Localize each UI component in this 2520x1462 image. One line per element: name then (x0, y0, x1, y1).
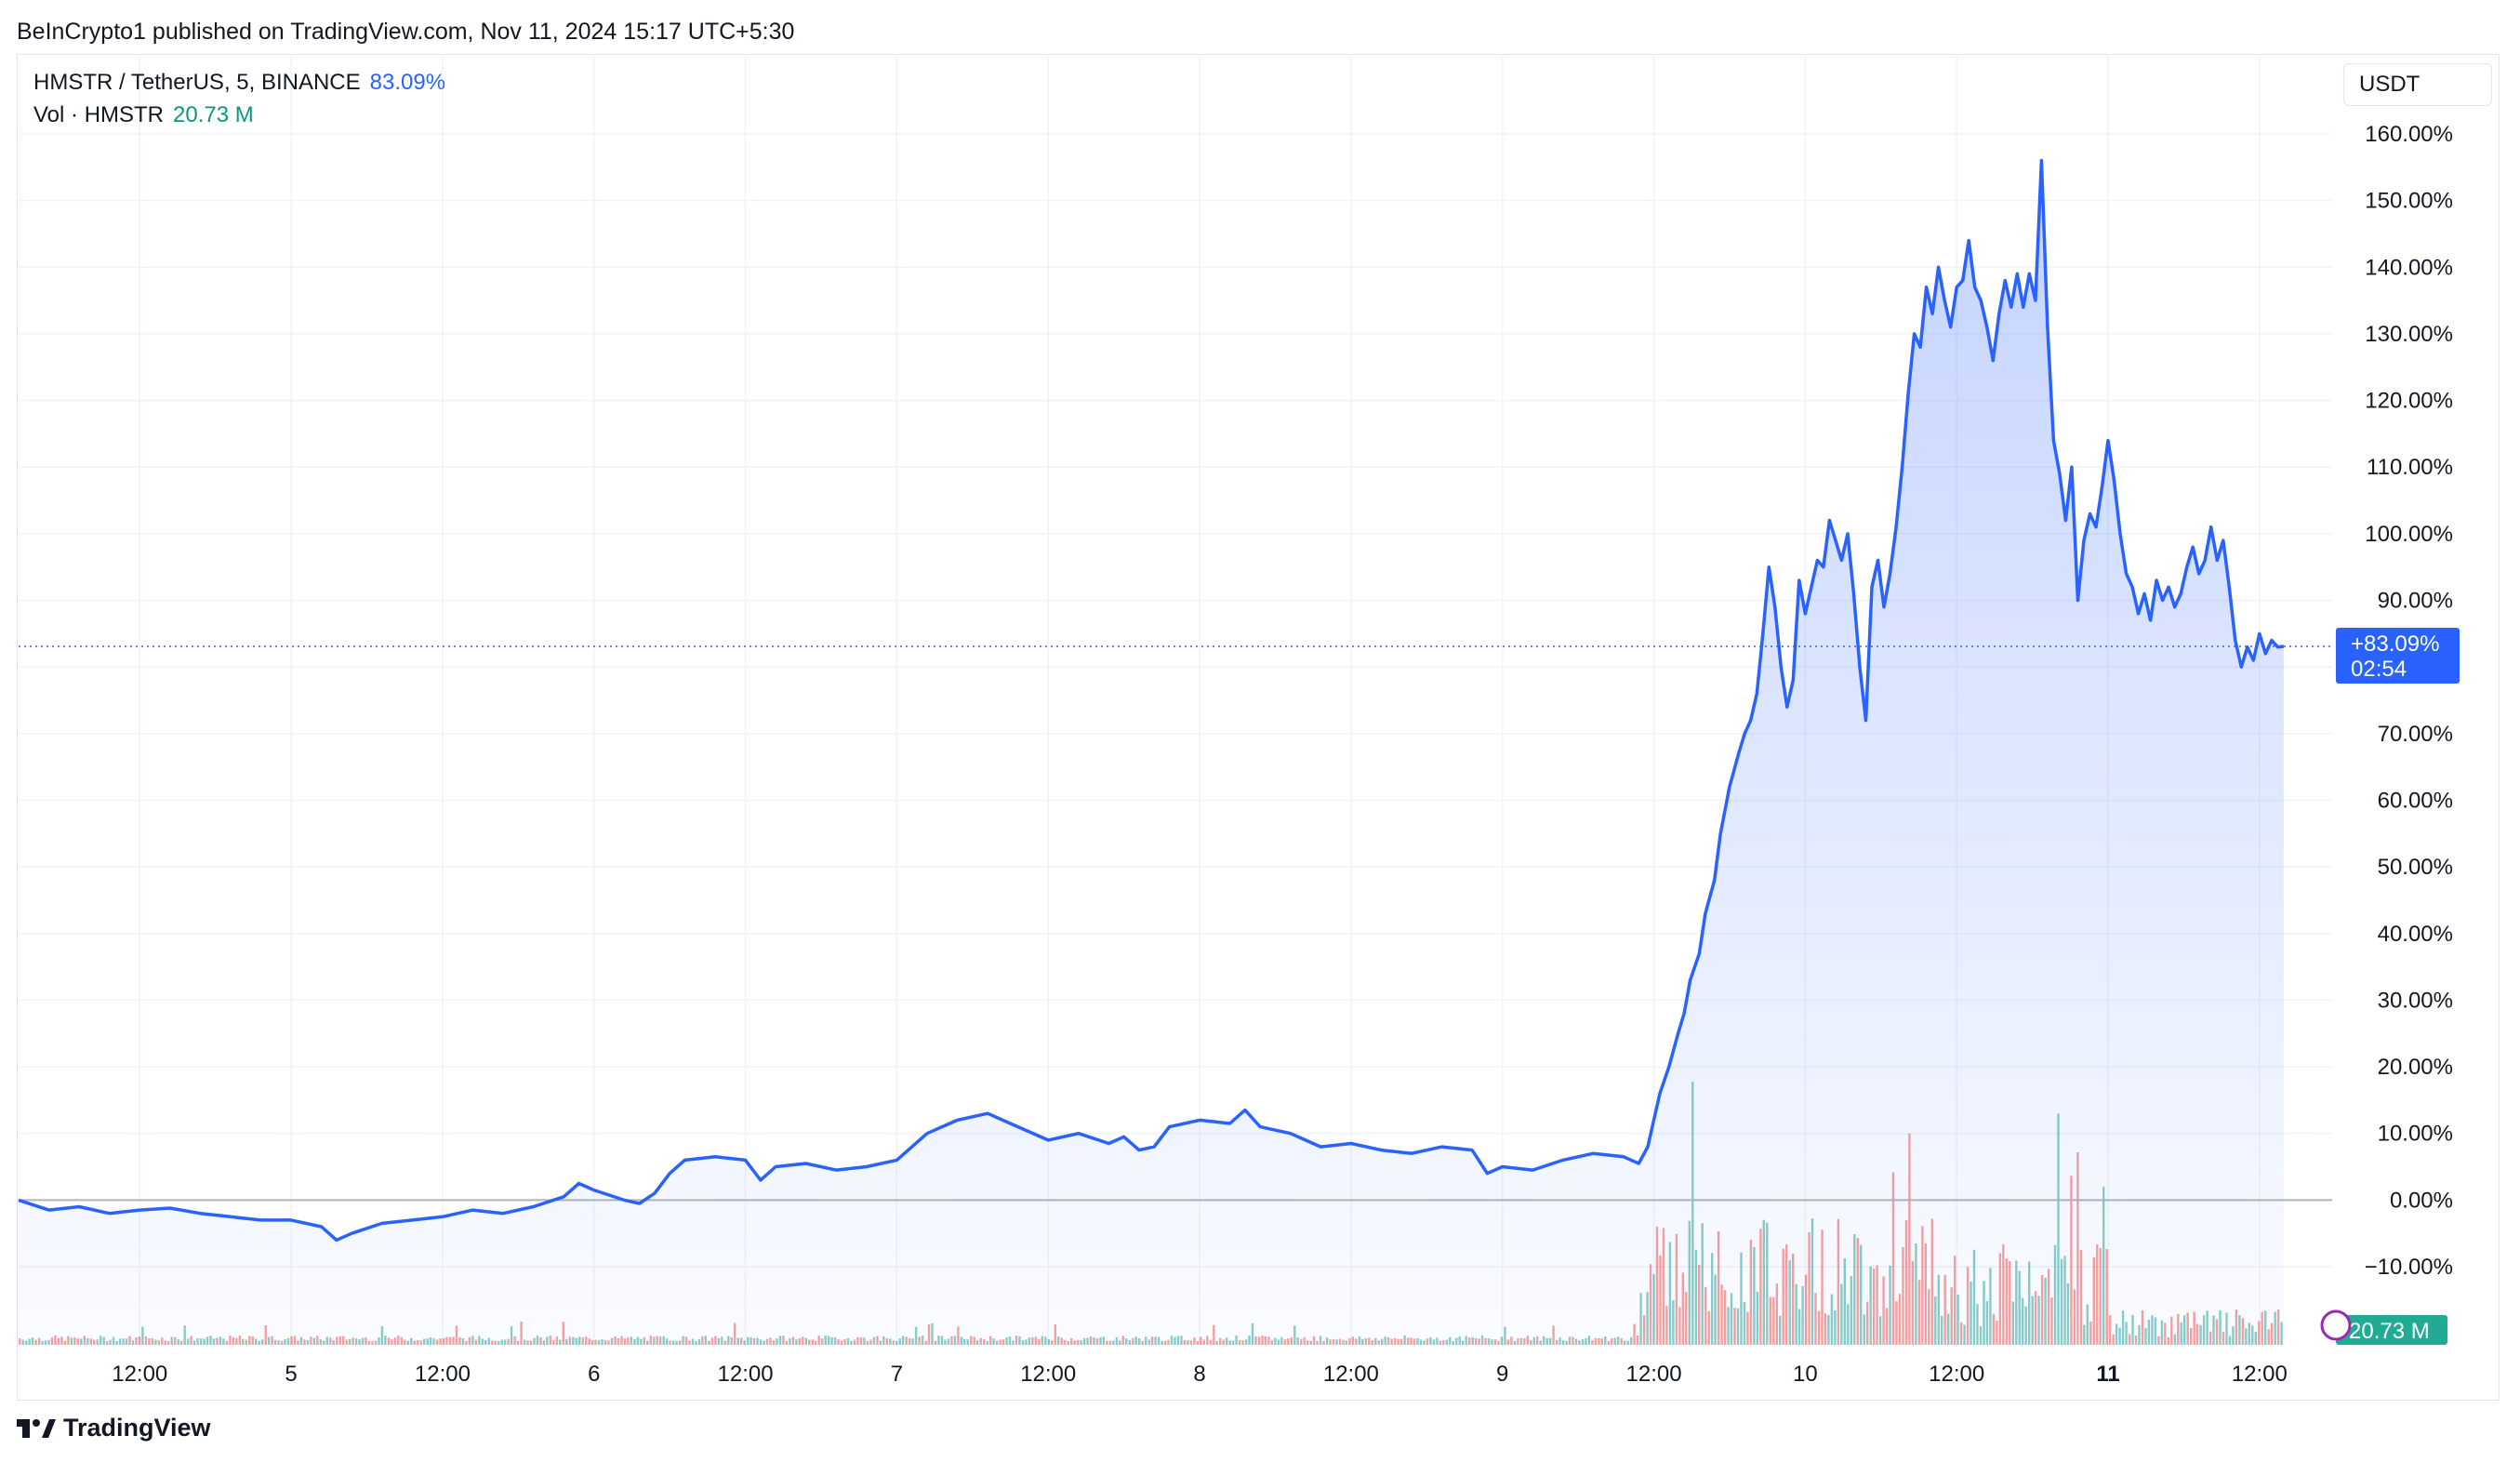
y-tick-label: 20.00% (2378, 1055, 2453, 1080)
volume-badge: 20.73 M (2336, 1315, 2447, 1345)
y-tick-label: 40.00% (2378, 922, 2453, 947)
legend-volume-row[interactable]: Vol · HMSTR 20.73 M (33, 102, 254, 128)
tradingview-brand: TradingView (63, 1414, 211, 1442)
price-badge: +83.09% 02:54 (2336, 628, 2460, 684)
alert-clock-icon[interactable] (2320, 1309, 2352, 1341)
y-tick-label: 130.00% (2365, 322, 2453, 347)
y-tick-label: 30.00% (2378, 988, 2453, 1013)
tradingview-logo-icon (17, 1418, 56, 1438)
y-tick-label: 50.00% (2378, 855, 2453, 880)
x-tick-label: 12:00 (2232, 1362, 2288, 1387)
y-tick-label: 70.00% (2378, 722, 2453, 747)
x-tick-label: 8 (1193, 1362, 1205, 1387)
x-tick-label: 12:00 (1323, 1362, 1379, 1387)
volume-badge-value: 20.73 M (2349, 1319, 2430, 1344)
price-badge-value: +83.09% (2351, 631, 2439, 657)
y-tick-label: 60.00% (2378, 788, 2453, 813)
chart-frame (17, 54, 2500, 1401)
x-tick-label: 12:00 (1626, 1362, 1682, 1387)
x-tick-label: 5 (285, 1362, 297, 1387)
x-axis: 12:00 5 12:00 6 12:00 7 12:00 8 12:00 9 12:00 10 12:… (112, 1362, 2288, 1387)
x-tick-label: 7 (891, 1362, 903, 1387)
y-axis: 160.00% 150.00% 140.00% 130.00% 120.00% 110.0… (2365, 122, 2453, 1280)
y-tick-label: 150.00% (2365, 189, 2453, 214)
price-line (18, 158, 2285, 1243)
price-area (19, 160, 2284, 1348)
x-tick-label: 10 (1793, 1362, 1818, 1387)
tradingview-logo[interactable]: TradingView (17, 1414, 211, 1442)
x-tick-label: 9 (1496, 1362, 1508, 1387)
legend-volume-value: 20.73 M (173, 102, 254, 127)
legend-symbol: HMSTR / TetherUS, 5, BINANCE (33, 70, 361, 95)
legend-volume-label: Vol · HMSTR (33, 102, 165, 127)
y-tick-label: 10.00% (2378, 1122, 2453, 1147)
y-tick-label: 120.00% (2365, 389, 2453, 414)
x-tick-label: 12:00 (1929, 1362, 1984, 1387)
y-tick-label: 160.00% (2365, 122, 2453, 147)
x-tick-label: 12:00 (718, 1362, 774, 1387)
legend-symbol-row[interactable]: HMSTR / TetherUS, 5, BINANCE 83.09% (33, 70, 445, 96)
price-badge-countdown: 02:54 (2351, 657, 2407, 682)
x-tick-label: 12:00 (112, 1362, 167, 1387)
y-tick-label: 140.00% (2365, 255, 2453, 280)
legend-change: 83.09% (369, 70, 446, 95)
y-tick-label: 100.00% (2365, 522, 2453, 547)
currency-button[interactable]: USDT (2343, 63, 2492, 106)
x-tick-label: 12:00 (1020, 1362, 1076, 1387)
x-tick-label: 12:00 (415, 1362, 471, 1387)
x-tick-label: 11 (2096, 1362, 2119, 1387)
publisher-line: BeInCrypto1 published on TradingView.com… (17, 19, 795, 45)
y-tick-label: 110.00% (2367, 455, 2453, 480)
y-tick-label: −10.00% (2365, 1255, 2453, 1280)
x-tick-label: 6 (588, 1362, 600, 1387)
y-tick-label: 90.00% (2378, 589, 2453, 614)
y-tick-label: 0.00% (2390, 1188, 2453, 1213)
